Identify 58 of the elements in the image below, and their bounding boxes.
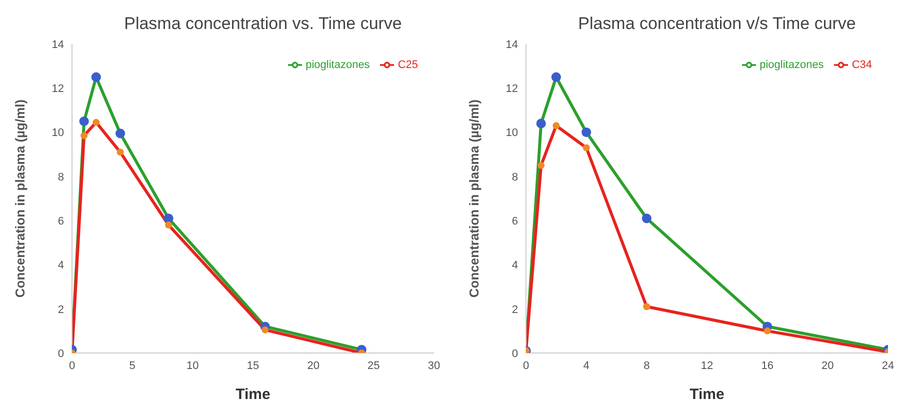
x-tick-label: 10 — [186, 360, 199, 372]
x-tick-label: 20 — [822, 360, 834, 372]
point — [262, 326, 269, 334]
point — [764, 327, 771, 334]
point — [91, 72, 101, 82]
point — [643, 303, 650, 310]
y-tick-label: 10 — [52, 127, 64, 140]
y-tick-label: 14 — [52, 38, 64, 51]
point — [582, 127, 592, 138]
legend-label: pioglitazones — [760, 58, 824, 71]
y-tick-label: 10 — [506, 127, 518, 140]
y-tick-label: 14 — [506, 38, 518, 51]
x-tick-label: 4 — [583, 360, 590, 372]
point — [79, 116, 89, 126]
point — [642, 214, 652, 224]
x-tick-label: 12 — [700, 360, 714, 372]
y-tick-label: 8 — [512, 171, 518, 184]
legend-label: C34 — [852, 58, 872, 71]
x-tick-label: 20 — [307, 360, 320, 372]
y-tick-label: 4 — [512, 260, 518, 272]
x-tick-label: 24 — [882, 360, 894, 372]
chart-title: Plasma concentration vs. Time curve — [123, 14, 403, 34]
y-tick-label: 4 — [58, 260, 64, 272]
y-tick-label: 0 — [512, 348, 518, 360]
x-tick-label: 0 — [522, 360, 530, 372]
point — [164, 214, 174, 224]
y-tick-label: 0 — [58, 348, 64, 360]
x-tick-label: 8 — [644, 360, 650, 372]
y-axis-title: Concentration in plasma (µg/ml) — [466, 99, 482, 298]
x-tick-label: 15 — [246, 360, 260, 372]
point — [582, 144, 590, 152]
point — [536, 118, 546, 128]
y-axis-title: Concentration in plasma (µg/ml) — [12, 99, 28, 298]
y-tick-label: 2 — [58, 304, 64, 316]
point — [551, 72, 561, 82]
x-tick-label: 16 — [761, 360, 774, 372]
y-tick-label: 6 — [512, 215, 518, 228]
x-axis-title: Time — [690, 386, 724, 403]
point — [165, 221, 172, 228]
y-tick-label: 6 — [58, 215, 64, 228]
y-tick-label: 2 — [512, 304, 518, 316]
legend-label: C25 — [398, 58, 418, 71]
point — [80, 132, 88, 140]
y-tick-label: 12 — [506, 83, 518, 96]
point — [92, 118, 100, 126]
chart-title: Plasma concentration v/s Time curve — [577, 14, 857, 34]
x-tick-label: 25 — [368, 360, 380, 372]
x-tick-label: 5 — [129, 360, 136, 372]
x-tick-label: 30 — [428, 360, 440, 372]
y-tick-label: 8 — [58, 171, 64, 184]
x-tick-label: 0 — [68, 360, 76, 372]
point — [116, 148, 124, 156]
legend-label: pioglitazones — [306, 58, 370, 71]
x-axis-title: Time — [236, 386, 270, 403]
point — [552, 122, 560, 130]
y-tick-label: 12 — [52, 83, 64, 96]
point — [538, 162, 545, 169]
point — [115, 128, 126, 138]
